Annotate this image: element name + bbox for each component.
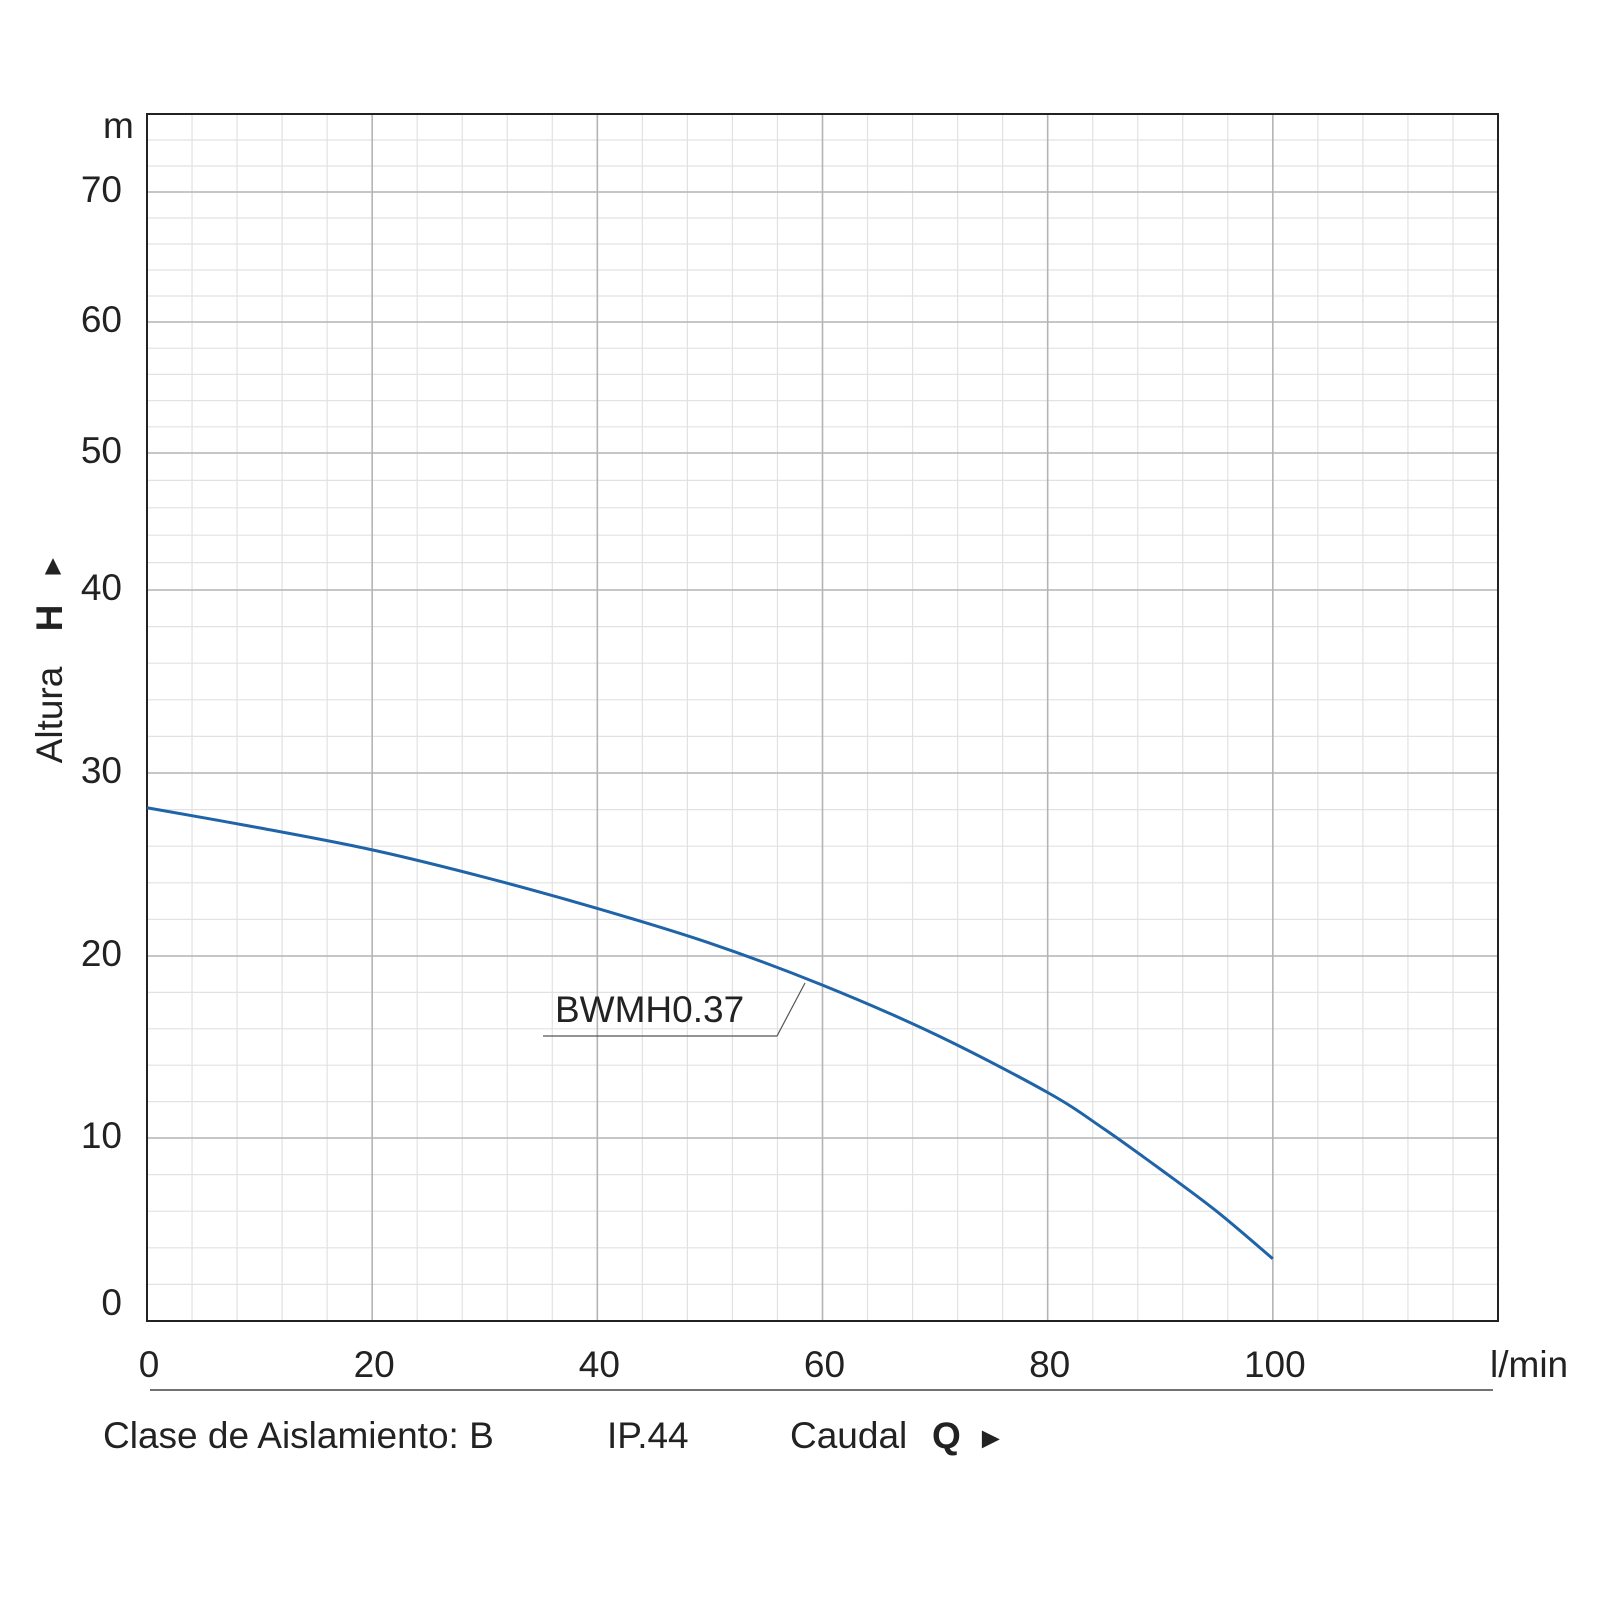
curve (146, 806, 1274, 1260)
y-tick-label: 40 (81, 567, 122, 608)
x-tick-label: 80 (1029, 1344, 1070, 1385)
x-label-arrow: ► (976, 1422, 1006, 1455)
y-tick-label: 0 (101, 1282, 122, 1323)
y-tick-label: 70 (81, 169, 122, 210)
note: IP.44 (607, 1415, 689, 1456)
y-tick-label: 20 (81, 933, 122, 974)
x-tick-label: 0 (139, 1344, 160, 1385)
x-tick-label: 60 (804, 1344, 845, 1385)
y-tick-label: 60 (81, 299, 122, 340)
x-tick-label: 100 (1244, 1344, 1306, 1385)
x-tick-label: 20 (354, 1344, 395, 1385)
y-tick-label: 50 (81, 430, 122, 471)
y-tick-label: 30 (81, 750, 122, 791)
x-label-symbol: Q (932, 1415, 961, 1456)
x-label: Caudal (790, 1415, 907, 1456)
grid (147, 114, 1498, 1321)
y-label-symbol: H (29, 605, 70, 632)
label-leader (543, 982, 806, 1037)
plot-frame (146, 113, 1499, 1322)
series-label: BWMH0.37 (555, 989, 744, 1030)
y-tick-label: 10 (81, 1115, 122, 1156)
x-tick-label: 40 (579, 1344, 620, 1385)
y-label-arrow: ▲ (39, 549, 67, 580)
y-label: Altura (29, 666, 70, 763)
x-unit: l/min (1490, 1344, 1568, 1385)
y-unit: m (103, 105, 134, 146)
note: Clase de Aislamiento: B (103, 1415, 494, 1456)
